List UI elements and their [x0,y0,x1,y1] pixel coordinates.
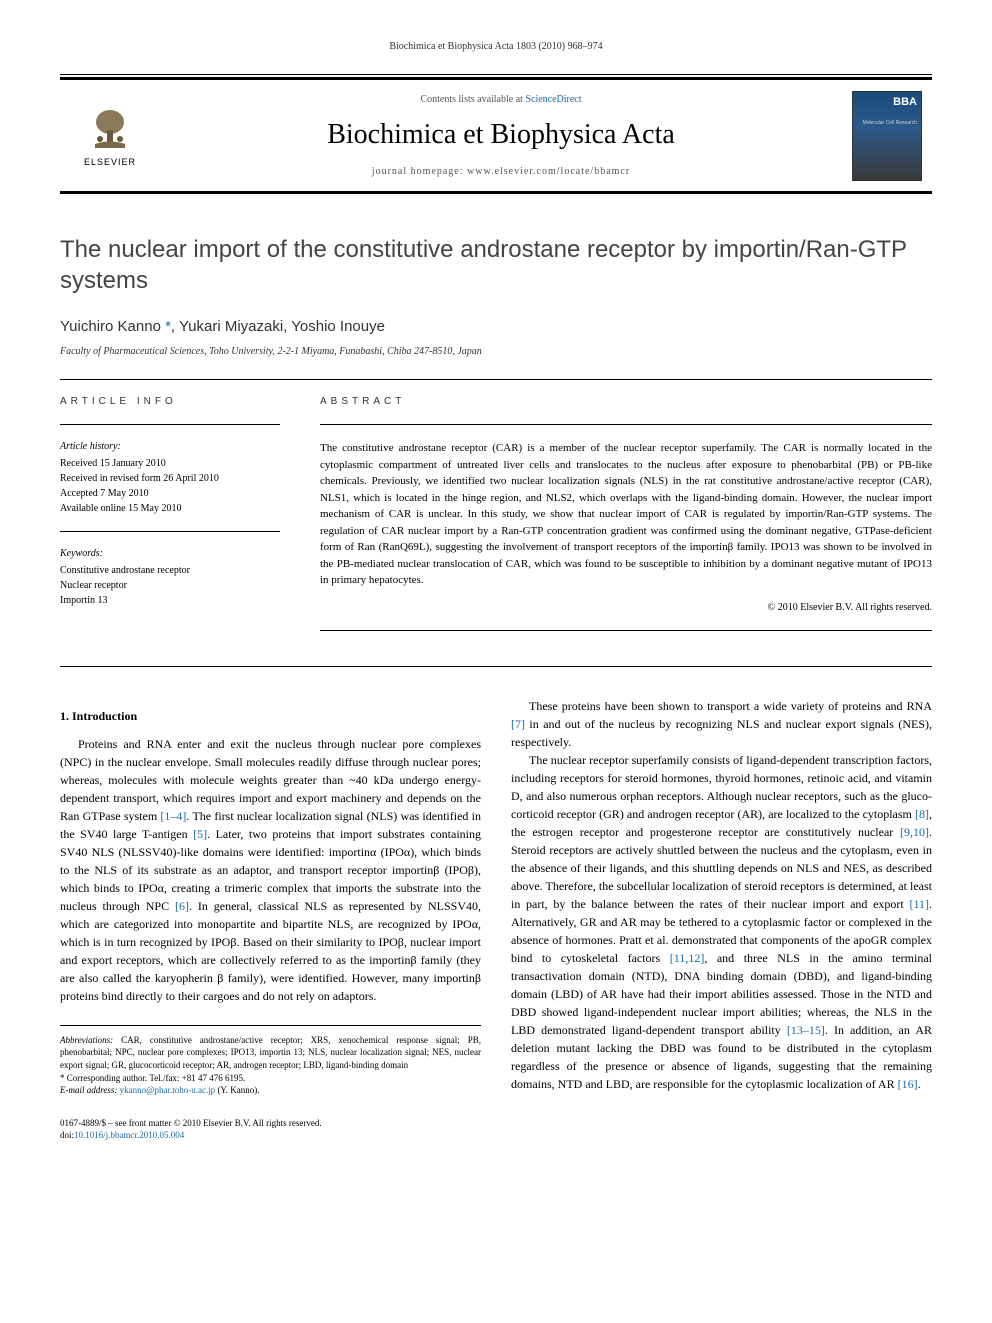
keywords-list: Constitutive androstane receptor Nuclear… [60,563,280,608]
doi-prefix: doi: [60,1130,74,1140]
article-info-column: ARTICLE INFO Article history: Received 1… [60,395,280,646]
abstract-copyright: © 2010 Elsevier B.V. All rights reserved… [320,601,932,615]
keywords-label: Keywords: [60,547,280,561]
article-history: Received 15 January 2010 Received in rev… [60,456,280,516]
abbreviations-footnote: Abbreviations: CAR, constitutive androst… [60,1034,481,1072]
abstract-column: ABSTRACT The constitutive androstane rec… [320,395,932,646]
contents-available-line: Contents lists available at ScienceDirec… [150,93,852,107]
intro-heading: 1. Introduction [60,707,481,725]
doi-link[interactable]: 10.1016/j.bbamcr.2010.05.004 [74,1130,184,1140]
body-paragraph-1: Proteins and RNA enter and exit the nucl… [60,735,481,1005]
divider [60,424,280,425]
divider [60,531,280,532]
elsevier-tree-icon [85,104,135,154]
divider [60,379,932,380]
article-info-heading: ARTICLE INFO [60,395,280,409]
divider [320,424,932,425]
publisher-logo-text: ELSEVIER [84,156,136,169]
divider [320,630,932,631]
affiliation: Faculty of Pharmaceutical Sciences, Toho… [60,345,932,359]
divider [60,666,932,667]
homepage-prefix: journal homepage: [372,166,467,177]
authors-text: Yuichiro Kanno *, Yukari Miyazaki, Yoshi… [60,318,385,335]
journal-name: Biochimica et Biophysica Acta [150,115,852,154]
body-paragraph-2: These proteins have been shown to transp… [511,697,932,751]
email-label: E-mail address: [60,1085,120,1095]
journal-cover-thumbnail: BBA Molecular Cell Research [852,91,922,181]
abbrev-label: Abbreviations: [60,1035,113,1045]
article-title: The nuclear import of the constitutive a… [60,234,932,296]
masthead: ELSEVIER Contents lists available at Sci… [60,74,932,194]
abbrev-text: CAR, constitutive androstane/active rece… [60,1035,481,1070]
author-list: Yuichiro Kanno *, Yukari Miyazaki, Yoshi… [60,316,932,337]
author-email-link[interactable]: ykanno@phar.toho-u.ac.jp [120,1085,216,1095]
contents-prefix: Contents lists available at [420,94,525,105]
corresponding-author-footnote: * Corresponding author. Tel./fax: +81 47… [60,1072,481,1085]
sciencedirect-link[interactable]: ScienceDirect [525,94,581,105]
running-head: Biochimica et Biophysica Acta 1803 (2010… [60,40,932,54]
front-matter-line: 0167-4889/$ – see front matter © 2010 El… [60,1117,932,1130]
footnote-block: Abbreviations: CAR, constitutive androst… [60,1025,481,1097]
journal-homepage-line: journal homepage: www.elsevier.com/locat… [150,165,852,179]
publisher-logo: ELSEVIER [70,96,150,176]
cover-sublabel: Molecular Cell Research [863,120,917,127]
abstract-heading: ABSTRACT [320,395,932,409]
article-body: 1. Introduction Proteins and RNA enter a… [60,697,932,1097]
abstract-text: The constitutive androstane receptor (CA… [320,440,932,589]
footer-meta: 0167-4889/$ – see front matter © 2010 El… [60,1117,932,1142]
history-label: Article history: [60,440,280,454]
body-paragraph-3: The nuclear receptor superfamily consist… [511,751,932,1093]
homepage-url: www.elsevier.com/locate/bbamcr [467,166,630,177]
cover-label: BBA [893,96,917,108]
email-footnote: E-mail address: ykanno@phar.toho-u.ac.jp… [60,1084,481,1097]
doi-line: doi:10.1016/j.bbamcr.2010.05.004 [60,1129,932,1142]
email-suffix: (Y. Kanno). [215,1085,259,1095]
